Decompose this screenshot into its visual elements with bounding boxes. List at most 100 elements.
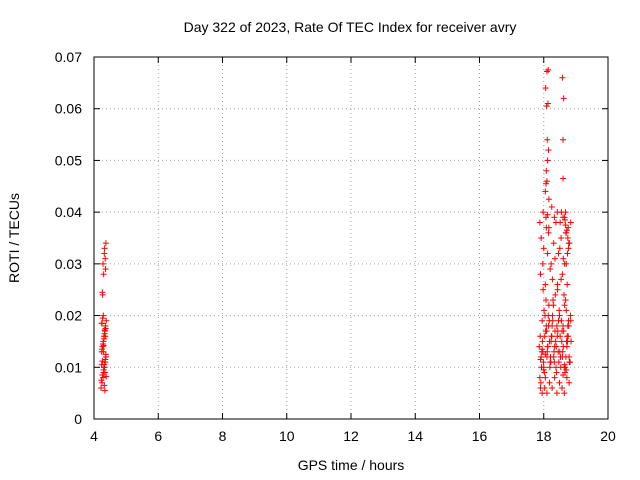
data-point xyxy=(542,281,549,288)
data-point xyxy=(560,175,567,182)
data-point xyxy=(537,271,544,278)
data-point xyxy=(548,260,555,267)
data-point xyxy=(547,266,554,273)
data-point xyxy=(536,374,543,381)
data-point xyxy=(101,369,108,376)
x-tick-label: 8 xyxy=(219,428,227,444)
data-point xyxy=(537,379,544,386)
data-point xyxy=(558,235,565,241)
data-point xyxy=(553,369,560,376)
data-point xyxy=(551,214,558,221)
data-point xyxy=(100,271,107,278)
x-tick-label: 4 xyxy=(90,428,98,444)
data-point xyxy=(101,387,108,394)
data-point xyxy=(563,366,570,373)
data-point xyxy=(543,390,550,397)
data-point xyxy=(541,369,548,376)
data-point xyxy=(552,338,559,345)
data-point xyxy=(564,281,571,288)
data-point xyxy=(548,203,555,210)
data-point xyxy=(541,384,548,391)
y-tick-label: 0.06 xyxy=(55,101,82,117)
data-point xyxy=(544,157,551,164)
data-point xyxy=(100,348,107,355)
data-point xyxy=(565,317,572,324)
data-point xyxy=(559,74,566,81)
data-point xyxy=(546,379,553,386)
data-point xyxy=(543,103,550,110)
x-tick-label: 10 xyxy=(279,428,295,444)
data-point xyxy=(566,379,573,386)
data-point xyxy=(550,297,557,304)
data-point xyxy=(545,66,552,73)
data-point xyxy=(561,390,568,397)
data-point xyxy=(102,255,109,262)
x-tick-label: 12 xyxy=(343,428,359,444)
data-point xyxy=(102,333,109,340)
data-point xyxy=(560,136,567,143)
data-point xyxy=(542,351,549,358)
data-point xyxy=(101,245,108,252)
data-point xyxy=(562,297,569,304)
data-point xyxy=(557,364,564,371)
data-point xyxy=(99,320,106,327)
data-point xyxy=(101,327,108,334)
data-point xyxy=(536,343,543,350)
data-point xyxy=(549,312,556,319)
data-point xyxy=(556,312,563,319)
grid xyxy=(94,57,608,419)
data-point xyxy=(544,136,551,143)
data-point xyxy=(541,307,548,314)
chart-title: Day 322 of 2023, Rate Of TEC Index for r… xyxy=(184,19,517,35)
data-point xyxy=(99,358,106,365)
data-point xyxy=(100,335,107,342)
data-point xyxy=(549,384,556,391)
data-point xyxy=(563,227,570,234)
y-axis-title: ROTI / TECUs xyxy=(6,193,22,283)
data-point xyxy=(542,297,549,304)
y-tick-label: 0.07 xyxy=(55,49,82,65)
data-point xyxy=(543,328,550,335)
data-point xyxy=(554,286,561,293)
data-point xyxy=(560,372,567,379)
data-point xyxy=(101,382,108,389)
data-point xyxy=(564,322,571,329)
data-point xyxy=(555,250,562,257)
data-point xyxy=(563,307,570,314)
data-point xyxy=(545,229,552,236)
data-point xyxy=(103,317,110,324)
data-point xyxy=(540,209,547,216)
data-point xyxy=(550,302,557,309)
data-point xyxy=(539,346,546,353)
data-point xyxy=(553,322,560,329)
x-tick-label: 14 xyxy=(407,428,423,444)
data-point xyxy=(556,307,563,314)
data-point xyxy=(561,361,568,368)
x-axis-title: GPS time / hours xyxy=(298,457,405,473)
data-point xyxy=(560,343,567,350)
data-point xyxy=(100,342,107,349)
x-tick-label: 18 xyxy=(536,428,552,444)
data-point xyxy=(543,178,550,185)
data-point xyxy=(556,379,563,386)
data-point xyxy=(540,286,547,293)
data-point xyxy=(102,266,109,273)
y-tick-label: 0.01 xyxy=(55,359,82,375)
data-point xyxy=(567,312,574,319)
data-point xyxy=(544,100,551,107)
data-point xyxy=(560,255,567,262)
data-point xyxy=(543,68,550,75)
y-tick-label: 0.04 xyxy=(55,204,82,220)
data-point xyxy=(99,372,106,379)
data-point xyxy=(545,224,552,231)
data-point xyxy=(542,180,549,187)
data-point xyxy=(560,95,567,102)
data-point xyxy=(551,255,558,262)
data-point xyxy=(99,289,106,296)
data-point xyxy=(565,245,572,252)
data-point xyxy=(567,219,574,226)
data-point xyxy=(547,353,554,360)
data-point xyxy=(539,338,546,345)
data-point xyxy=(99,346,106,353)
